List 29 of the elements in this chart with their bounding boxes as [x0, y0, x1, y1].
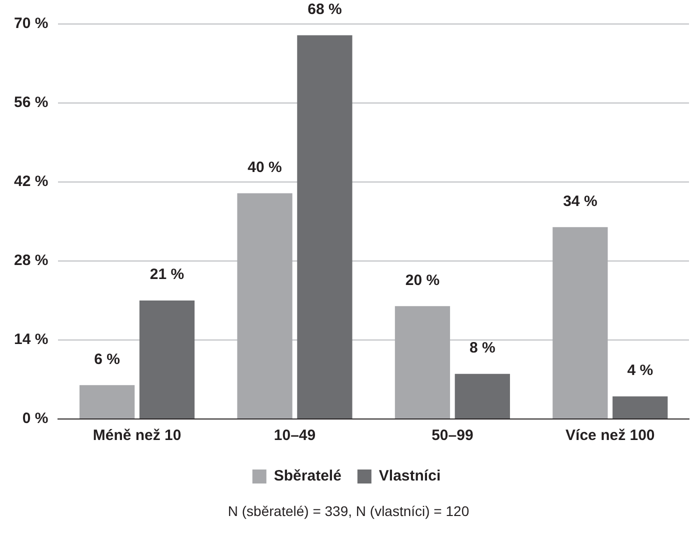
- bar: [394, 306, 450, 418]
- data-label: 6 %: [94, 350, 120, 368]
- y-tick-label: 28 %: [14, 252, 48, 270]
- data-label: 4 %: [627, 362, 654, 380]
- x-tick-label: Více než 100: [566, 427, 655, 444]
- bar: [237, 193, 292, 418]
- data-label: 34 %: [563, 192, 598, 210]
- data-label: 21 %: [150, 266, 184, 284]
- bar: [297, 35, 352, 418]
- bar: [552, 227, 608, 418]
- bar: [454, 374, 510, 418]
- y-tick-label: 70 %: [14, 15, 48, 32]
- x-tick-label: 50–99: [432, 427, 474, 444]
- data-label: 8 %: [469, 340, 496, 356]
- x-tick-label: 10–49: [274, 427, 316, 444]
- legend-label: Vlastníci: [378, 468, 441, 485]
- y-tick-label: 14 %: [14, 331, 48, 348]
- y-tick-label: 56 %: [14, 94, 48, 112]
- x-tick-label: Méně než 10: [92, 427, 182, 444]
- data-label: 40 %: [248, 158, 282, 176]
- text: N (sběratelé) = 339, N (vlastníci) = 120: [228, 502, 470, 519]
- data-label: 20 %: [405, 272, 440, 289]
- y-tick-label: 0 %: [22, 410, 48, 428]
- bar: [139, 300, 195, 418]
- y-tick-label: 42 %: [14, 173, 48, 190]
- data-label: 68 %: [308, 0, 342, 18]
- bar: [612, 396, 668, 418]
- bar: [80, 385, 135, 418]
- legend-label: Sběratelé: [274, 468, 342, 485]
